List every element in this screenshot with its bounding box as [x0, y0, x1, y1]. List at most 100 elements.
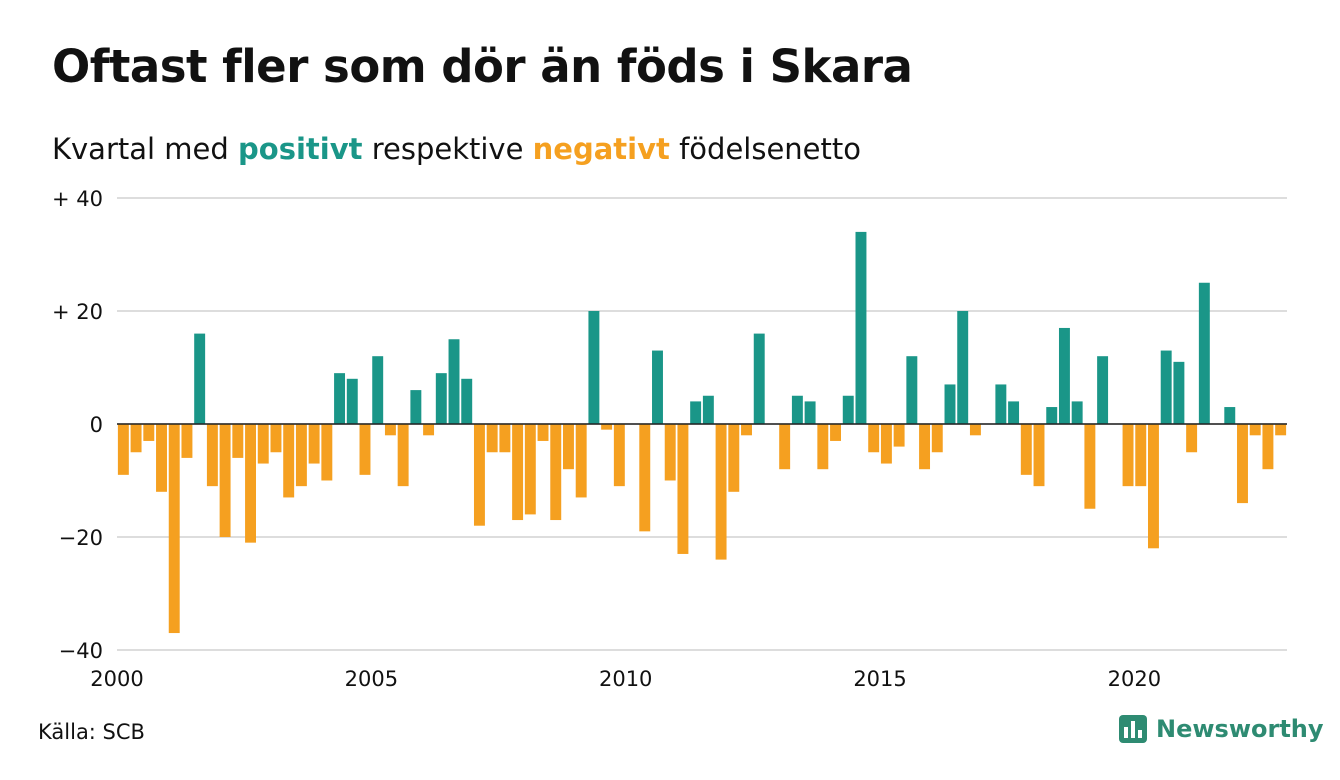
bar-negative [893, 424, 905, 447]
bar-negative [817, 424, 829, 470]
y-tick-label: −40 [59, 639, 103, 663]
bar-negative [1084, 424, 1096, 509]
chart-subtitle: Kvartal med positivt respektive negativt… [52, 132, 861, 166]
bar-negative [397, 424, 409, 487]
bar-negative [779, 424, 791, 470]
bar-negative [1122, 424, 1134, 487]
bar-positive [855, 231, 867, 424]
bar-positive [588, 311, 600, 424]
bar-negative [677, 424, 689, 554]
bar-negative [550, 424, 562, 521]
bar-negative [562, 424, 574, 470]
chart-title: Oftast fler som dör än föds i Skara [52, 40, 913, 93]
bar-positive [410, 390, 422, 424]
bar-negative [575, 424, 587, 498]
bar-positive [1046, 407, 1058, 424]
x-tick-label: 2000 [90, 667, 143, 691]
bar-positive [1071, 401, 1083, 424]
bar-positive [194, 333, 206, 424]
y-tick-label: + 20 [52, 300, 103, 324]
bar-positive [944, 384, 956, 424]
bar-negative [143, 424, 155, 441]
bar-negative [1135, 424, 1147, 487]
bar-positive [372, 356, 384, 424]
bar-negative [1237, 424, 1248, 504]
bar-negative [919, 424, 931, 470]
bar-negative [715, 424, 727, 560]
newsworthy-chart-icon [1119, 715, 1147, 743]
subtitle-middle: respektive [362, 132, 533, 166]
bar-negative [613, 424, 625, 487]
bar-positive [461, 378, 473, 424]
bar-positive [334, 373, 346, 424]
bar-negative [969, 424, 981, 436]
bar-negative [1262, 424, 1274, 470]
bar-negative [1020, 424, 1032, 475]
bar-positive [1198, 282, 1210, 424]
y-tick-label: 0 [90, 413, 103, 437]
bar-negative [512, 424, 524, 521]
bar-negative [156, 424, 167, 492]
bar-negative [639, 424, 651, 532]
bar-positive [690, 401, 702, 424]
bar-positive [753, 333, 765, 424]
bar-negative [1249, 424, 1261, 436]
x-tick-label: 2010 [599, 667, 652, 691]
bar-positive [702, 395, 714, 424]
bar-negative [880, 424, 892, 464]
y-tick-label: + 40 [52, 187, 103, 211]
bar-negative [423, 424, 435, 436]
bar-positive [791, 395, 803, 424]
brand-name: Newsworthy [1156, 715, 1324, 743]
bar-positive [346, 378, 358, 424]
bar-negative [130, 424, 142, 453]
bar-negative [1033, 424, 1045, 487]
bar-negative [1186, 424, 1198, 453]
bar-negative [359, 424, 371, 475]
bar-positive [448, 339, 460, 424]
bar-positive [906, 356, 918, 424]
subtitle-prefix: Kvartal med [52, 132, 239, 166]
bar-negative [181, 424, 193, 458]
bar-negative [295, 424, 307, 487]
bar-negative [257, 424, 269, 464]
bar-negative [931, 424, 943, 453]
source-note: Källa: SCB [38, 720, 145, 744]
bar-negative [117, 424, 129, 475]
bar-negative [868, 424, 880, 453]
bar-negative [537, 424, 549, 441]
bar-negative [664, 424, 676, 481]
subtitle-positive-label: positivt [238, 132, 363, 166]
bar-negative [1147, 424, 1159, 549]
bar-negative [499, 424, 511, 453]
bar-negative [830, 424, 842, 441]
bar-positive [995, 384, 1007, 424]
x-tick-label: 2005 [345, 667, 398, 691]
bar-negative [219, 424, 231, 537]
bar-negative [601, 424, 613, 430]
bar-negative [486, 424, 498, 453]
x-tick-label: 2020 [1108, 667, 1161, 691]
bar-negative [168, 424, 180, 634]
bar-negative [728, 424, 740, 492]
bar-positive [1097, 356, 1109, 424]
bar-negative [270, 424, 282, 453]
bar-positive [1008, 401, 1020, 424]
bar-positive [1160, 350, 1172, 424]
x-tick-label: 2015 [853, 667, 906, 691]
bar-positive [957, 311, 969, 424]
bar-negative [245, 424, 257, 543]
bar-negative [283, 424, 295, 498]
y-tick-label: −20 [59, 526, 103, 550]
bar-negative [524, 424, 536, 515]
bar-negative [741, 424, 752, 436]
bar-negative [321, 424, 333, 481]
bar-negative [308, 424, 320, 464]
bar-positive [1058, 327, 1070, 424]
bar-positive [1224, 407, 1236, 424]
bar-positive [1173, 361, 1185, 424]
subtitle-negative-label: negativt [532, 132, 670, 166]
bar-negative [473, 424, 485, 526]
bar-negative [232, 424, 244, 458]
brand-logo: Newsworthy [1118, 714, 1324, 744]
